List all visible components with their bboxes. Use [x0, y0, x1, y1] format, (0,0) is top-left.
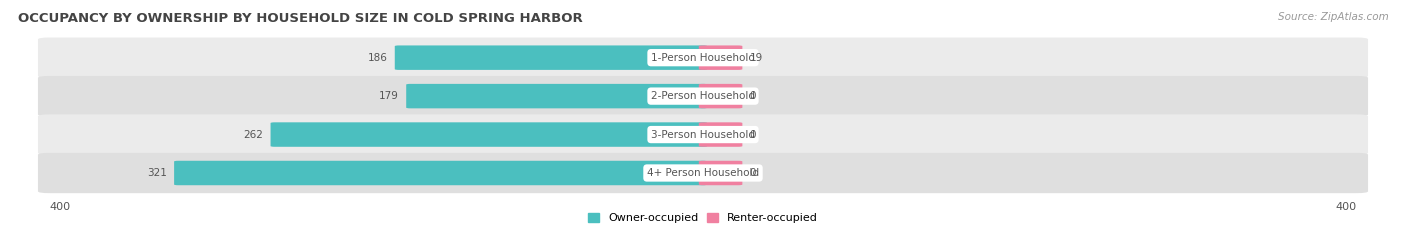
Text: 0: 0: [749, 91, 756, 101]
Text: 262: 262: [243, 130, 263, 140]
FancyBboxPatch shape: [699, 122, 742, 147]
Text: 0: 0: [749, 130, 756, 140]
Text: OCCUPANCY BY OWNERSHIP BY HOUSEHOLD SIZE IN COLD SPRING HARBOR: OCCUPANCY BY OWNERSHIP BY HOUSEHOLD SIZE…: [18, 12, 583, 25]
Text: 400: 400: [49, 202, 70, 212]
Text: 186: 186: [368, 53, 388, 63]
Text: 400: 400: [1336, 202, 1357, 212]
Text: 3-Person Household: 3-Person Household: [651, 130, 755, 140]
Text: Source: ZipAtlas.com: Source: ZipAtlas.com: [1278, 12, 1389, 22]
FancyBboxPatch shape: [395, 45, 707, 70]
Text: 4+ Person Household: 4+ Person Household: [647, 168, 759, 178]
Text: 179: 179: [380, 91, 399, 101]
FancyBboxPatch shape: [38, 153, 1368, 193]
Text: 321: 321: [148, 168, 167, 178]
FancyBboxPatch shape: [38, 38, 1368, 78]
Text: 1-Person Household: 1-Person Household: [651, 53, 755, 63]
Text: 0: 0: [749, 168, 756, 178]
FancyBboxPatch shape: [270, 122, 707, 147]
FancyBboxPatch shape: [699, 84, 742, 108]
FancyBboxPatch shape: [699, 161, 742, 185]
Text: 19: 19: [749, 53, 762, 63]
Text: 2-Person Household: 2-Person Household: [651, 91, 755, 101]
FancyBboxPatch shape: [699, 45, 742, 70]
Legend: Owner-occupied, Renter-occupied: Owner-occupied, Renter-occupied: [583, 208, 823, 227]
FancyBboxPatch shape: [38, 76, 1368, 116]
FancyBboxPatch shape: [174, 161, 707, 185]
FancyBboxPatch shape: [38, 114, 1368, 155]
FancyBboxPatch shape: [406, 84, 707, 108]
